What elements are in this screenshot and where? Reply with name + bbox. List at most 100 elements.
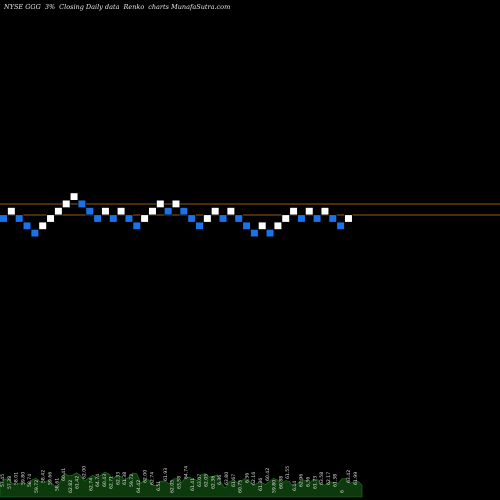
volume-label: 62.00 bbox=[82, 466, 88, 479]
volume-label: 62.16 bbox=[251, 472, 257, 485]
chart-kind-label: Renko bbox=[123, 3, 145, 11]
renko-brick bbox=[0, 214, 8, 223]
renko-brick bbox=[46, 214, 55, 223]
volume-label: 6.36 bbox=[217, 475, 223, 485]
ticker-label: NYSE GGG bbox=[4, 3, 41, 11]
renko-brick bbox=[336, 221, 345, 230]
site-label: charts MunafaSutra.com bbox=[148, 3, 231, 11]
volume-label: 59.66 bbox=[48, 472, 54, 485]
renko-brick bbox=[273, 221, 283, 230]
title-label: Closing Daily data bbox=[59, 3, 120, 11]
renko-brick bbox=[148, 207, 157, 216]
volume-label: 6.36 bbox=[306, 477, 312, 487]
renko-brick bbox=[132, 221, 141, 230]
renko-brick bbox=[164, 207, 173, 216]
renko-brick bbox=[195, 221, 204, 230]
renko-brick bbox=[281, 214, 290, 223]
volume-label: 6.36 bbox=[244, 473, 250, 483]
renko-brick bbox=[203, 214, 212, 223]
volume-label: 63.42 bbox=[346, 470, 352, 483]
renko-brick bbox=[69, 192, 79, 201]
volume-label: 61.93 bbox=[163, 468, 169, 481]
renko-brick bbox=[22, 221, 32, 230]
volume-label: 57.38 bbox=[7, 476, 13, 489]
volume-label: 6.44 bbox=[292, 481, 298, 491]
volume-label: 61.73 bbox=[312, 476, 318, 489]
renko-brick bbox=[312, 214, 322, 223]
renko-brick bbox=[250, 229, 259, 238]
volume-label: 62.33 bbox=[115, 472, 121, 485]
volume-label: 62.05 bbox=[204, 474, 210, 487]
renko-brick bbox=[54, 207, 63, 216]
renko-brick bbox=[265, 229, 275, 238]
volume-label: 63.80 bbox=[224, 472, 230, 485]
renko-brick bbox=[289, 207, 298, 216]
renko-brick bbox=[234, 214, 243, 223]
volume-label: 61.42 bbox=[75, 476, 81, 489]
volume-label: 62.96 bbox=[299, 474, 305, 487]
renko-brick bbox=[124, 214, 134, 223]
volume-label: 60.42 bbox=[265, 468, 271, 481]
renko-brick bbox=[328, 214, 337, 223]
volume-label: 58.61 bbox=[54, 478, 60, 491]
volume-label: 63.58 bbox=[319, 472, 325, 485]
volume-label: 64.42 bbox=[136, 480, 142, 493]
volume-label: 62.36 bbox=[210, 476, 216, 489]
volume-label: 61.36 bbox=[258, 478, 264, 491]
renko-brick bbox=[179, 207, 188, 216]
renko-brick bbox=[297, 214, 306, 223]
volume-label: 60.88 bbox=[278, 476, 284, 489]
volume-label: 64.74 bbox=[95, 474, 101, 487]
volume-label: 57.45 bbox=[0, 474, 6, 487]
renko-brick bbox=[320, 207, 330, 216]
renko-brick bbox=[101, 207, 110, 216]
volume-label: 61.38 bbox=[333, 474, 339, 487]
volume-label: 63.07 bbox=[197, 474, 203, 487]
volume-label: 59.80 bbox=[272, 480, 278, 493]
volume-silhouette bbox=[0, 471, 363, 498]
renko-brick bbox=[30, 229, 39, 238]
renko-brick bbox=[156, 199, 165, 208]
volume-label: 62.17 bbox=[326, 472, 332, 485]
volume-label: 59.80 bbox=[20, 472, 26, 485]
renko-brick bbox=[85, 207, 94, 216]
renko-brick bbox=[187, 214, 196, 223]
volume-label: 62.74 bbox=[149, 472, 155, 485]
renko-brick bbox=[218, 214, 228, 223]
chart-header: NYSE GGG 3% Closing Daily data Renko charts … bbox=[4, 3, 234, 11]
renko-bricks bbox=[0, 192, 353, 238]
volume-label: 59.72 bbox=[34, 480, 40, 493]
volume-label: 63.58 bbox=[177, 476, 183, 489]
volume-label: 61.38 bbox=[122, 472, 128, 485]
renko-brick bbox=[15, 214, 24, 223]
volume-label: 61.41 bbox=[190, 478, 196, 491]
renko-brick bbox=[7, 207, 16, 216]
reference-lines bbox=[0, 203, 500, 216]
renko-brick bbox=[62, 199, 71, 208]
renko-brick bbox=[258, 221, 267, 230]
volume-label: 60.43 bbox=[102, 474, 108, 487]
renko-brick bbox=[305, 207, 314, 216]
volume-label: 58.01 bbox=[14, 472, 20, 485]
renko-brick bbox=[211, 207, 220, 216]
renko-brick bbox=[109, 214, 118, 223]
volume-label: 62.05 bbox=[170, 480, 176, 493]
volume-label: 62.71 bbox=[109, 476, 115, 489]
volume-label: 62.74 bbox=[88, 478, 94, 491]
renko-brick bbox=[77, 199, 86, 208]
renko-brick bbox=[171, 199, 181, 208]
volume-label: 61.99 bbox=[353, 472, 359, 485]
volume-area bbox=[0, 471, 363, 498]
volume-label: 6 bbox=[339, 490, 345, 493]
renko-brick bbox=[242, 221, 251, 230]
volume-label: 64.74 bbox=[183, 466, 189, 479]
renko-brick bbox=[117, 207, 126, 216]
volume-label: 59.72 bbox=[129, 474, 135, 487]
volume-label: 58.42 bbox=[41, 470, 47, 483]
volume-label: 61.55 bbox=[285, 466, 291, 479]
renko-brick bbox=[38, 221, 47, 230]
renko-brick bbox=[344, 214, 353, 223]
renko-brick bbox=[226, 207, 235, 216]
volume-label: 62.00 bbox=[143, 470, 149, 483]
